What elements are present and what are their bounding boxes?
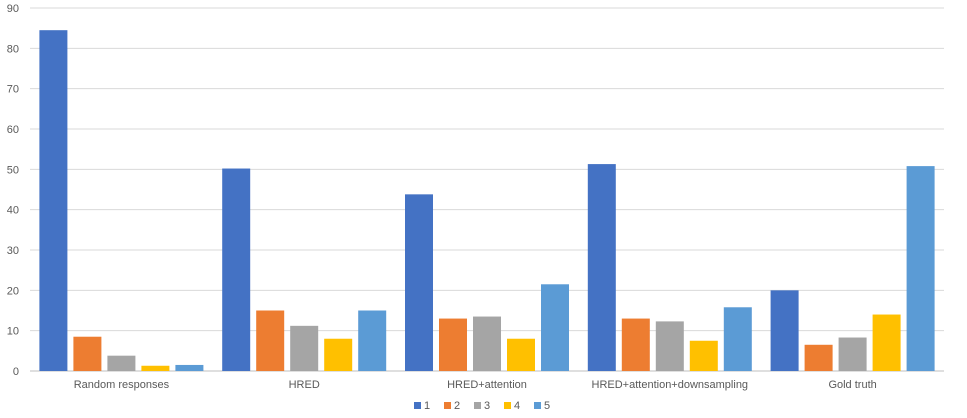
legend-label-2: 2: [454, 400, 460, 412]
legend: 1 2 3 4 5: [414, 400, 550, 412]
legend-swatch-5: [534, 402, 541, 409]
bar-2-cat-3: [621, 318, 650, 371]
bar-3-cat-0: [107, 355, 136, 371]
y-tick-label: 20: [7, 285, 19, 297]
y-tick-label: 80: [7, 43, 19, 55]
y-tick-label: 0: [13, 366, 19, 378]
bar-4-cat-2: [507, 338, 535, 371]
legend-swatch-2: [444, 402, 451, 409]
x-axis-categories: Random responses HRED HRED+attention HRED+a…: [74, 379, 877, 391]
bar-3-cat-4: [838, 337, 867, 371]
bar-1-cat-0: [39, 30, 68, 372]
legend-label-1: 1: [424, 400, 430, 412]
legend-label-3: 3: [484, 400, 490, 412]
bar-3-cat-2: [473, 316, 501, 371]
x-category-label: HRED+attention+downsampling: [592, 379, 749, 391]
bar-4-cat-0: [141, 365, 170, 371]
x-category-label: Random responses: [74, 379, 170, 391]
y-tick-label: 30: [7, 245, 19, 257]
legend-label-4: 4: [514, 400, 520, 412]
bar-4-cat-1: [324, 338, 353, 371]
bar-5-cat-1: [358, 310, 387, 371]
x-category-label: HRED: [289, 379, 320, 391]
gridlines: [30, 7, 944, 372]
y-axis-ticks: 0 10 20 30 40 50 60 70 80 90: [7, 3, 19, 378]
bar-2-cat-0: [73, 336, 102, 371]
x-category-label: HRED+attention: [447, 379, 527, 391]
bar-4-cat-4: [872, 314, 901, 371]
bar-1-cat-4: [770, 290, 799, 371]
bars: [39, 30, 935, 372]
y-tick-label: 90: [7, 3, 19, 15]
bar-2-cat-1: [256, 310, 285, 371]
legend-swatch-3: [474, 402, 481, 409]
y-tick-label: 60: [7, 124, 19, 136]
bar-5-cat-2: [541, 284, 569, 371]
legend-label-5: 5: [544, 400, 550, 412]
x-category-label: Gold truth: [828, 379, 876, 391]
legend-swatch-1: [414, 402, 421, 409]
y-tick-label: 10: [7, 326, 19, 338]
bar-2-cat-2: [439, 318, 467, 371]
bar-5-cat-4: [906, 166, 935, 371]
y-tick-label: 50: [7, 164, 19, 176]
bar-4-cat-3: [689, 340, 718, 371]
bar-1-cat-2: [405, 194, 433, 371]
bar-3-cat-1: [290, 325, 319, 371]
bar-2-cat-4: [804, 344, 833, 371]
legend-swatch-4: [504, 402, 511, 409]
bar-5-cat-3: [723, 307, 752, 371]
bar-1-cat-1: [222, 168, 251, 371]
y-tick-label: 40: [7, 205, 19, 217]
bar-5-cat-0: [175, 364, 204, 371]
bar-3-cat-3: [655, 321, 684, 371]
bar-1-cat-3: [587, 164, 616, 371]
y-tick-label: 70: [7, 84, 19, 96]
